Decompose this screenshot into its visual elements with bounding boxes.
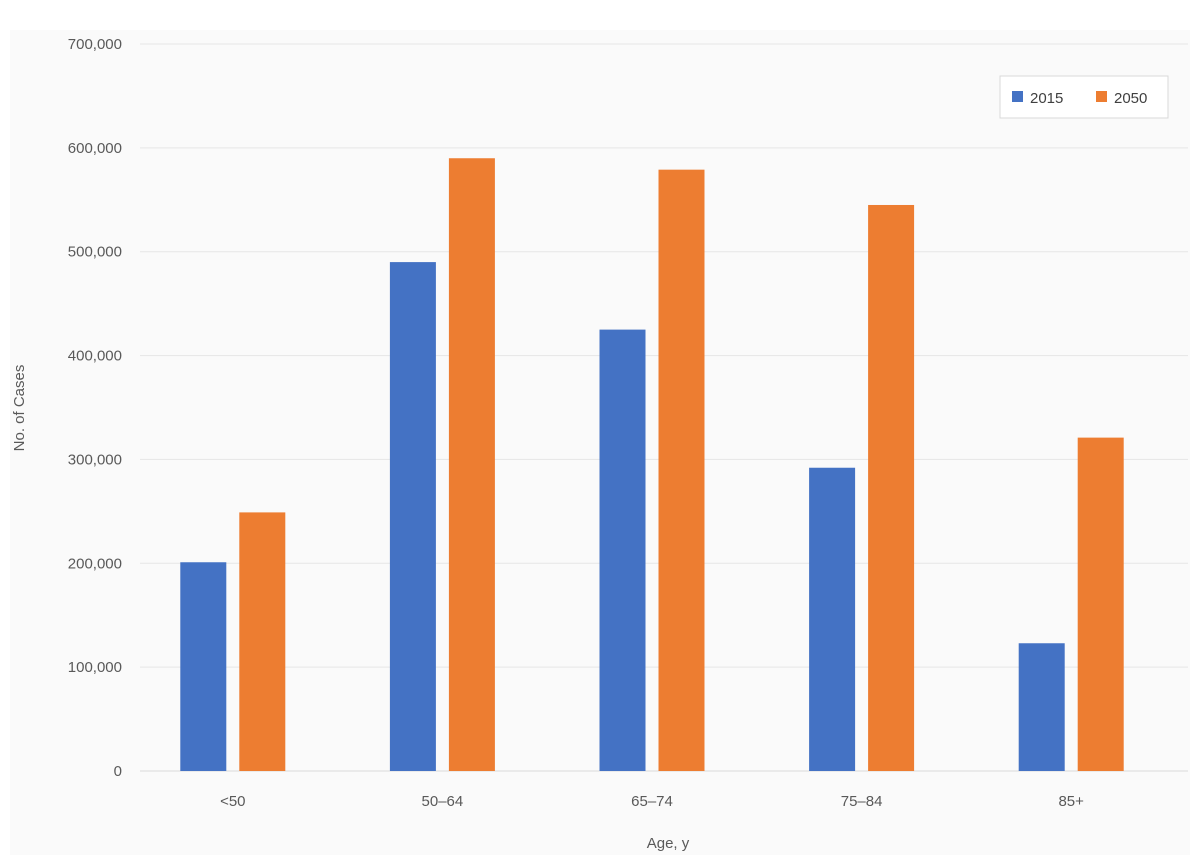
x-tick-label: 50–64 bbox=[422, 793, 464, 810]
bar-2015-4 bbox=[1018, 643, 1065, 771]
y-tick-label: 200,000 bbox=[68, 555, 122, 572]
y-tick-label: 500,000 bbox=[68, 244, 122, 261]
y-tick-label: 600,000 bbox=[68, 140, 122, 157]
bar-2015-2 bbox=[599, 329, 646, 771]
y-tick-label: 400,000 bbox=[68, 348, 122, 365]
legend-swatch-2050 bbox=[1096, 91, 1107, 102]
x-tick-label: 85+ bbox=[1058, 793, 1084, 810]
x-tick-label: 75–84 bbox=[841, 793, 883, 810]
bar-2015-0 bbox=[180, 562, 227, 771]
bar-2015-1 bbox=[389, 262, 436, 771]
bar-2050-1 bbox=[448, 158, 495, 771]
y-tick-label: 0 bbox=[114, 763, 122, 780]
y-axis-title: No. of Cases bbox=[11, 365, 28, 452]
y-tick-label: 300,000 bbox=[68, 451, 122, 468]
bar-2050-0 bbox=[239, 512, 286, 771]
bars bbox=[180, 158, 1124, 772]
y-tick-label: 100,000 bbox=[68, 659, 122, 676]
legend-swatch-2015 bbox=[1012, 91, 1023, 102]
legend-label-2015: 2015 bbox=[1030, 90, 1063, 107]
y-tick-label: 700,000 bbox=[68, 36, 122, 53]
bar-2015-3 bbox=[809, 467, 856, 771]
bar-2050-3 bbox=[868, 204, 915, 771]
legend-label-2050: 2050 bbox=[1114, 90, 1147, 107]
x-tick-label: <50 bbox=[220, 793, 245, 810]
legend-box bbox=[999, 75, 1169, 119]
legend: 2015 2050 bbox=[999, 75, 1169, 119]
x-axis-title: Age, y bbox=[647, 835, 690, 852]
x-tick-label: 65–74 bbox=[631, 793, 673, 810]
bar-2050-4 bbox=[1077, 437, 1124, 771]
x-axis-ticks: <50 50–64 65–74 75–84 85+ bbox=[220, 793, 1084, 810]
bar-2050-2 bbox=[658, 169, 705, 772]
y-axis-ticks: 0 100,000 200,000 300,000 400,000 500,000 600,… bbox=[68, 36, 122, 780]
